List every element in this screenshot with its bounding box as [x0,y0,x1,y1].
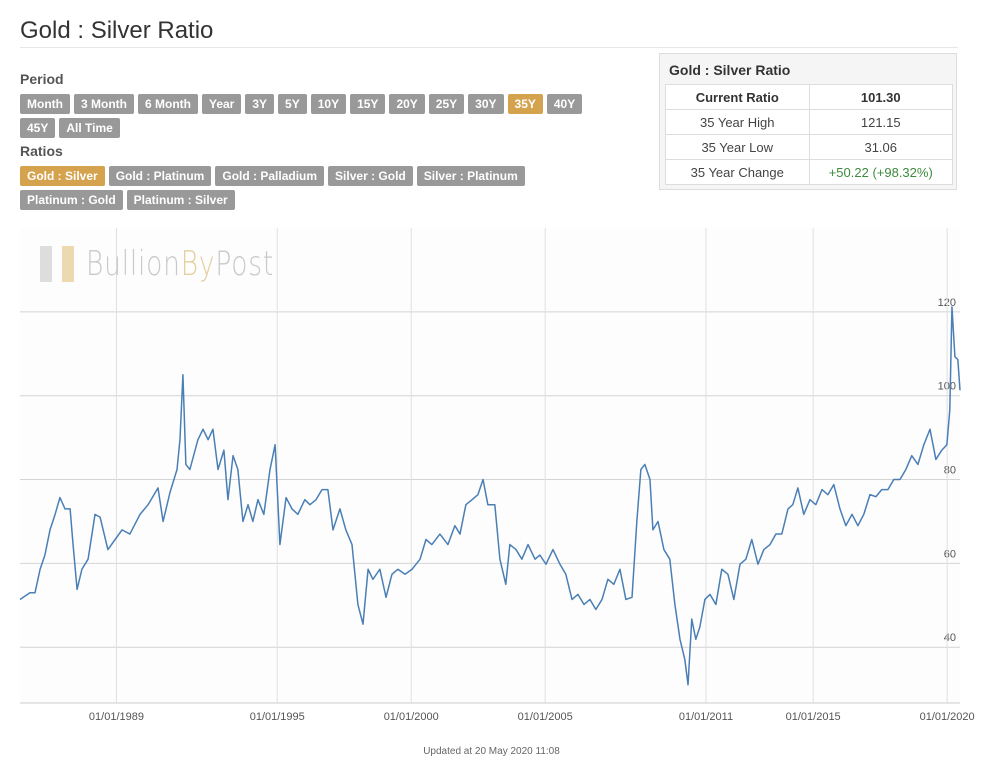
stats-table: Current Ratio 101.30 35 Year High 121.15 35 … [665,84,953,185]
y-tick-label: 60 [944,548,956,560]
stats-row: 35 Year Change +50.22 (+98.32%) [665,159,953,185]
x-tick-label: 01/01/2000 [384,711,439,723]
x-tick-label: 01/01/1995 [250,711,305,723]
x-tick-label: 01/01/2020 [920,711,975,723]
period-button[interactable]: 3 Month [73,94,134,114]
page-title: Gold : Silver Ratio [20,17,214,44]
period-button[interactable]: 25Y [428,94,465,114]
stats-value: 101.30 [808,84,953,110]
period-label: Period [20,71,64,87]
watermark: BullionByPost [86,244,274,284]
period-button[interactable]: All Time [59,118,120,138]
divider [20,47,958,48]
stats-panel: Gold : Silver Ratio Current Ratio 101.30 3… [659,53,957,190]
period-button[interactable]: Month [20,94,70,114]
ratio-button[interactable]: Silver : Platinum [416,166,525,186]
period-button[interactable]: 5Y [278,94,307,114]
period-button[interactable]: 6 Month [137,94,198,114]
stats-label: Current Ratio [665,84,810,110]
ratio-button[interactable]: Gold : Palladium [215,166,325,186]
period-button[interactable]: 45Y [20,118,56,138]
period-button[interactable]: 10Y [310,94,347,114]
stats-value: 121.15 [808,109,953,135]
stats-label: 35 Year High [665,109,810,135]
ratio-button[interactable]: Gold : Silver [20,166,105,186]
ratio-button[interactable]: Gold : Platinum [108,166,212,186]
period-button[interactable]: 3Y [245,94,275,114]
period-button[interactable]: 40Y [546,94,583,114]
period-button[interactable]: 20Y [389,94,425,114]
stats-row: 35 Year High 121.15 [665,109,953,135]
ratio-button[interactable]: Platinum : Gold [20,190,123,210]
ratio-buttons: Gold : Silver Gold : Platinum Gold : Palla… [20,166,620,210]
ratio-button[interactable]: Platinum : Silver [126,190,235,210]
period-button[interactable]: 35Y [507,94,543,114]
watermark-part: Post [215,244,275,284]
y-tick-label: 40 [944,632,956,644]
stats-value: +50.22 (+98.32%) [808,159,953,185]
plot-area [20,228,960,703]
x-tick-label: 01/01/2015 [786,711,841,723]
logo-bar [62,246,74,282]
ratios-label: Ratios [20,143,63,159]
footer: Updated at 20 May 2020 11:08 [423,746,560,757]
ratio-line [19,306,961,686]
x-tick-label: 01/01/2005 [518,711,573,723]
period-buttons: Month 3 Month 6 Month Year 3Y 5Y 10Y 15Y 20Y 25Y 3… [20,94,620,138]
watermark-part: By [180,244,216,284]
stats-title: Gold : Silver Ratio [669,62,791,78]
period-button[interactable]: 30Y [468,94,504,114]
stats-row: 35 Year Low 31.06 [665,134,953,160]
x-tick-label: 01/01/2011 [679,711,733,723]
period-button[interactable]: 15Y [350,94,386,114]
logo-bar [40,246,52,282]
watermark-part: Bullion [86,244,181,284]
stats-row: Current Ratio 101.30 [665,84,953,110]
stats-label: 35 Year Change [665,159,810,185]
stats-label: 35 Year Low [665,134,810,160]
x-tick-label: 01/01/1989 [89,711,144,723]
ratio-button[interactable]: Silver : Gold [328,166,413,186]
stats-value: 31.06 [808,134,953,160]
period-button[interactable]: Year [201,94,242,114]
y-tick-label: 80 [944,465,956,477]
